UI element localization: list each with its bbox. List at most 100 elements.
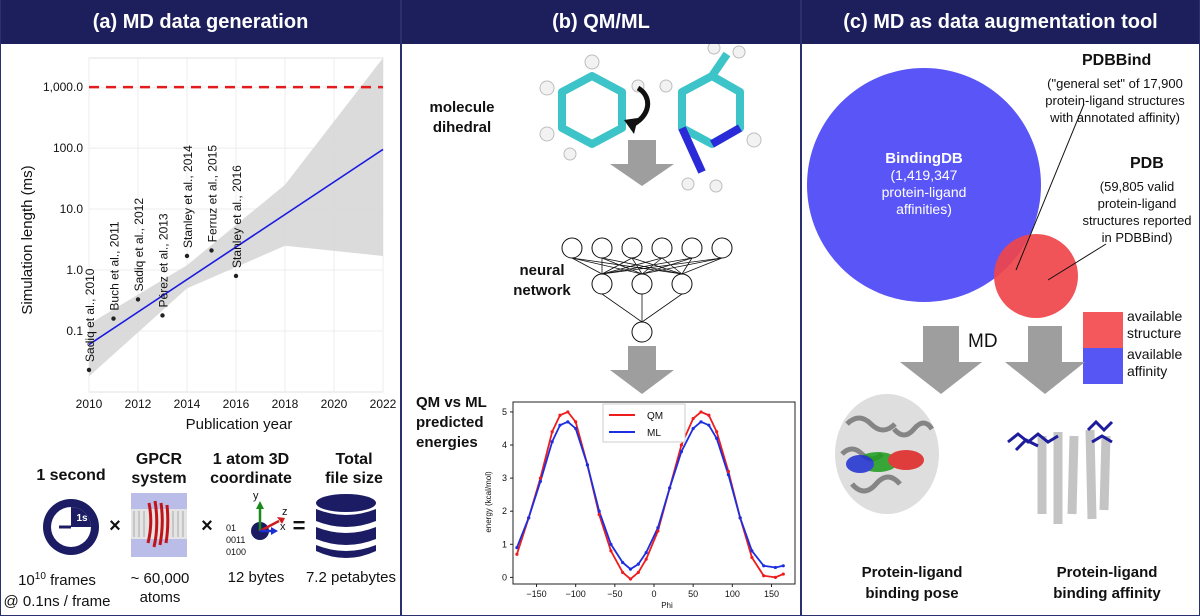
point-qm [515,552,519,556]
network-edge [681,257,693,275]
point-qm [574,420,578,424]
network-node [561,237,583,259]
md-arrow-right [1005,326,1085,394]
legend-affinity-label: available affinity [1127,346,1183,379]
network-edge [601,257,643,275]
point-ml [609,542,613,546]
point-ml [574,426,578,431]
eq-header-1: 1 second [36,467,106,484]
clock-icon: 1s [43,499,99,555]
point-ml [762,564,766,568]
x-tick-label: 2010 [76,397,103,411]
y-tick-label: 5 [502,407,507,417]
point-qm [609,549,613,553]
point-ml [691,426,695,431]
binary-line-3: 0100 [226,547,246,557]
pdbbind-pointer [1015,103,1085,271]
eq-bottom-2: ~ 60,000 atoms [130,570,190,606]
y-tick-label: 0.1 [66,324,83,338]
pdb-title: PDB [1130,155,1164,172]
network-node [621,237,643,259]
y-tick-label: 1,000.0 [43,80,83,94]
fit-line [88,148,384,346]
point-qm [679,443,684,447]
x-tick-label: 100 [725,589,740,599]
x-tick-label: 150 [764,589,779,599]
network-edge [571,257,683,275]
point-qm [726,469,731,474]
data-point [209,248,214,253]
venn-and-outputs [807,68,1123,524]
molecule-image [539,44,762,193]
point-label: Pérez et al., 2013 [157,213,171,307]
point-qm [781,572,785,576]
x-tick-label: −100 [566,589,586,599]
point-qm [628,577,633,581]
point-ml [566,420,570,424]
molecule-dihedral-label: molecule dihedral [429,99,495,136]
panel-md-augmentation: (c) MD as data augmentation tool [801,0,1200,616]
network-edge [631,257,643,275]
binding-affinity-image [1007,419,1114,524]
point-qm [656,529,660,533]
network-edge [641,257,693,275]
eq-bottom-4: 7.2 petabytes [305,569,397,586]
point-qm [636,570,640,575]
network-edge [641,257,723,275]
point-ml [527,516,531,520]
point-qm [550,430,554,434]
y-tick-label: 100.0 [53,141,83,155]
axis-z-label: z [282,506,288,518]
md-arrow-left [900,326,982,394]
down-arrow-2 [610,346,674,394]
x-tick-label: 50 [688,589,698,599]
point-qm [558,413,562,417]
chart-legend: QM ML [602,403,686,443]
point-ml [656,526,660,530]
panel-a-title: (a) MD data generation [1,0,400,44]
eq-header-2: GPCR system [131,451,187,487]
clock-label: 1s [76,513,88,524]
y-tick-label: 4 [502,440,507,450]
network-node [591,237,613,259]
network-node [671,273,693,295]
x-tick-label: −50 [607,589,622,599]
molecule-and-network [539,44,762,394]
binary-line-1: 01 [226,523,236,533]
pdbbind-title: PDBBind [1082,52,1152,69]
point-ml [644,550,648,555]
energy-chart: −150 −100 −50 0 50 100 150 0 1 2 3 4 5 QM ML Phi ene… [484,401,796,610]
predicted-energies-label: QM vs ML predicted energies [416,394,487,451]
axis-x-label: x [280,521,286,533]
database-icon [316,494,376,558]
eq-header-4: Total file size [325,451,383,487]
times-sign-1: × [109,515,121,537]
network-node [711,237,733,259]
binding-pose-caption: Protein-ligand binding pose [861,564,963,602]
y-tick-label: 1.0 [66,263,83,277]
network-edge [571,257,603,275]
pdb-pointer [1047,243,1107,281]
point-qm [715,430,719,434]
binding-pose-image [835,394,939,514]
network-node [631,321,653,343]
point-qm [566,410,570,414]
network-edge [681,257,723,275]
times-sign-2: × [201,515,213,537]
network-node [591,273,613,295]
point-ml [715,436,719,440]
panel-b-title: (b) QM/ML [402,0,800,44]
network-edge [641,293,683,323]
point-label: Stanley et al., 2014 [181,145,195,248]
y-axis-label: Simulation length (ms) [19,165,36,314]
legend-structure-label: available structure [1127,308,1183,341]
point-qm [691,416,695,421]
point-ml [773,565,778,570]
simulation-length-plot: Sadiq et al., 2010 Buch et al., 2011 Sadiq… [19,57,397,433]
point-ml [781,564,785,568]
point-ml [538,479,543,484]
pdb-description: (59,805 valid protein-ligand structures … [1082,179,1192,245]
point-label: Stanley et al., 2016 [230,165,244,268]
network-edge [661,257,683,275]
network-edge [601,257,633,275]
